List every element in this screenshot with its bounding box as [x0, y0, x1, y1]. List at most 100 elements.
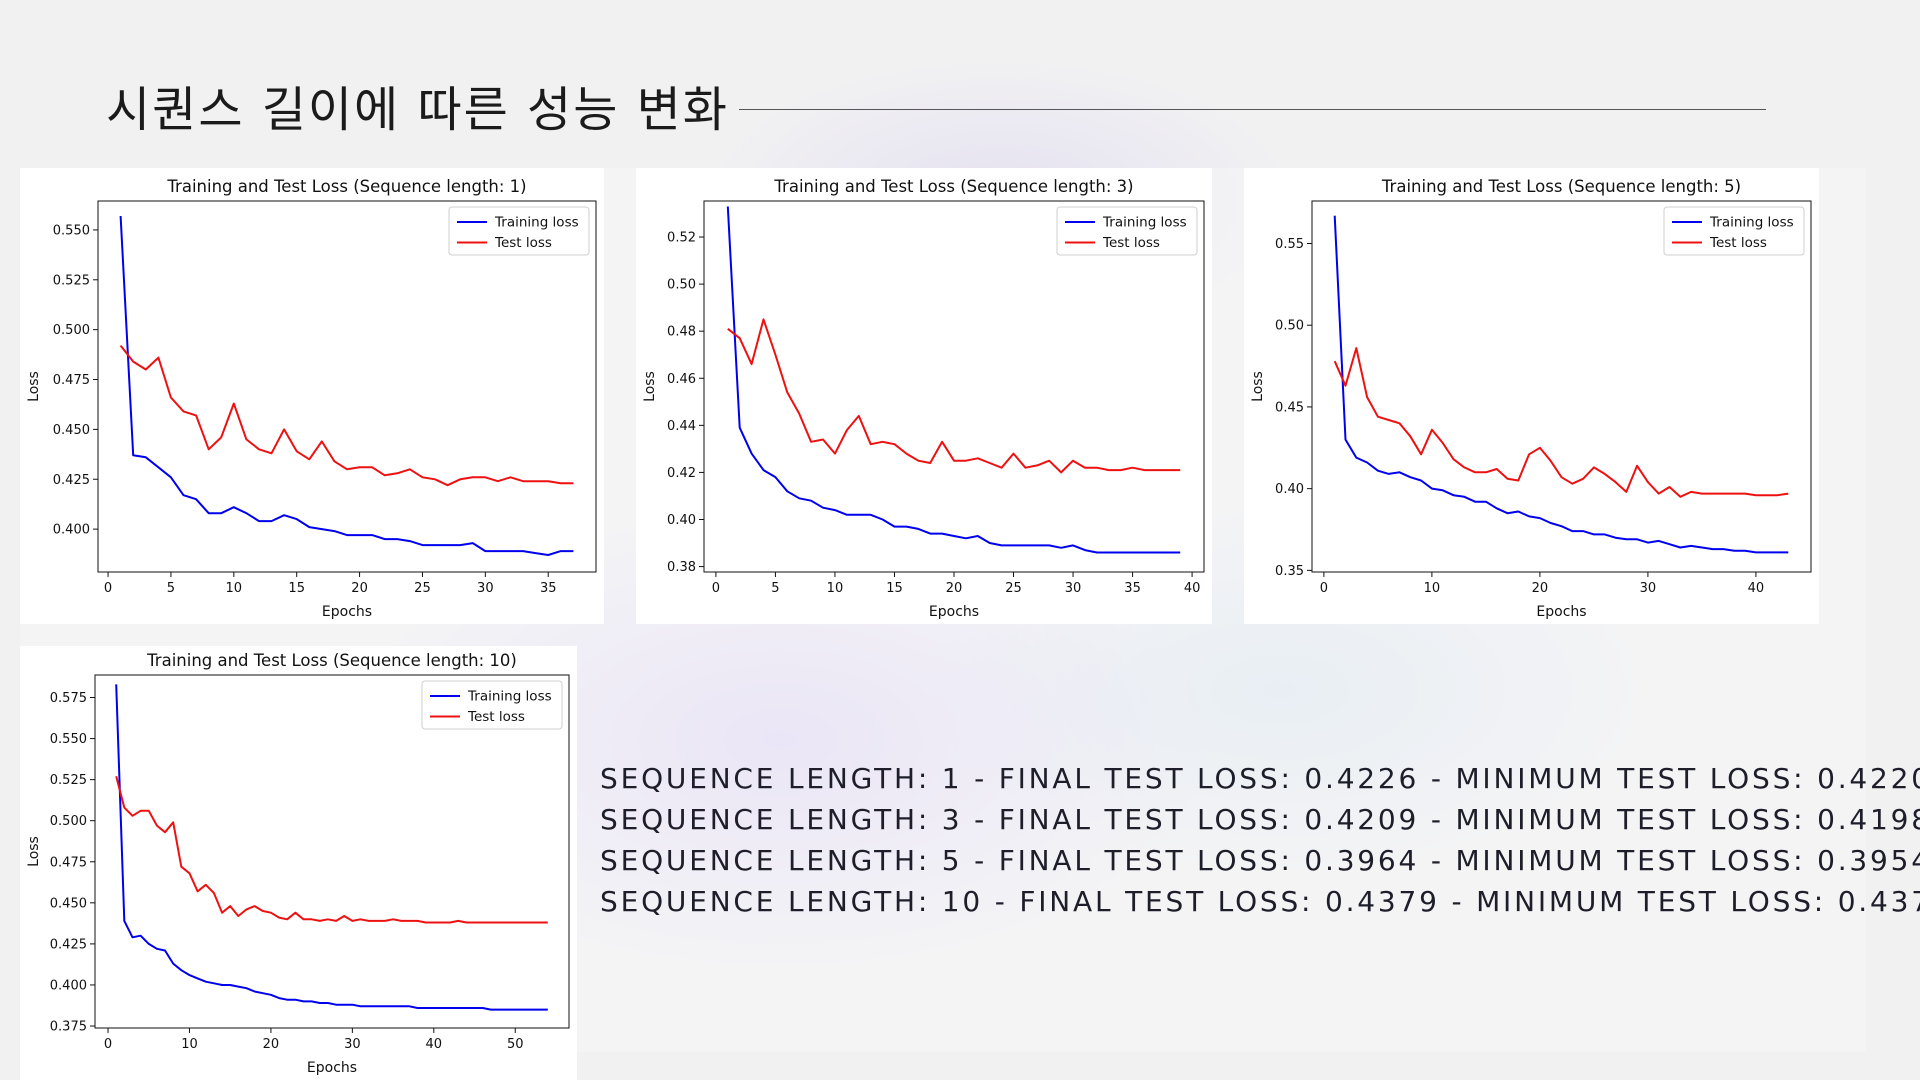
y-tick-label: 0.35	[1275, 564, 1304, 579]
x-axis-label: Epochs	[307, 1060, 357, 1076]
x-tick-label: 5	[771, 581, 779, 596]
y-axis-label: Loss	[26, 371, 42, 402]
stat-line-seq-10: SEQUENCE LENGTH: 10 - FINAL TEST LOSS: 0…	[600, 885, 1920, 918]
y-tick-label: 0.550	[50, 732, 87, 747]
plot-frame	[1311, 200, 1812, 573]
y-tick-label: 0.475	[53, 373, 90, 388]
x-tick-label: 35	[540, 581, 557, 596]
x-tick-label: 20	[946, 581, 963, 596]
stat-line-seq-1: SEQUENCE LENGTH: 1 - FINAL TEST LOSS: 0.…	[600, 762, 1920, 795]
y-tick-label: 0.44	[667, 419, 696, 434]
x-tick-label: 25	[1005, 581, 1022, 596]
x-tick-label: 40	[426, 1037, 443, 1052]
y-tick-label: 0.450	[50, 896, 87, 911]
legend-training-label: Training loss	[494, 215, 579, 231]
y-tick-label: 0.52	[667, 231, 696, 246]
y-tick-label: 0.46	[667, 372, 696, 387]
x-tick-label: 40	[1748, 581, 1765, 596]
y-tick-label: 0.38	[667, 560, 696, 575]
stat-line-seq-3: SEQUENCE LENGTH: 3 - FINAL TEST LOSS: 0.…	[600, 803, 1920, 836]
y-axis-label: Loss	[26, 836, 42, 867]
y-tick-label: 0.400	[50, 978, 87, 993]
chart-title: Training and Test Loss (Sequence length:…	[146, 651, 517, 670]
x-tick-label: 15	[886, 581, 903, 596]
legend-test-label: Test loss	[467, 709, 525, 725]
chart-svg: Training and Test Loss (Sequence length:…	[642, 177, 1205, 620]
plot-frame	[97, 200, 597, 573]
x-tick-label: 5	[167, 581, 175, 596]
page-title: 시퀀스 길이에 따른 성능 변화	[106, 82, 729, 138]
x-tick-label: 25	[414, 581, 431, 596]
legend-training-label: Training loss	[1102, 215, 1187, 231]
y-axis-label: Loss	[642, 371, 658, 402]
y-tick-label: 0.525	[53, 273, 90, 288]
chart-svg: Training and Test Loss (Sequence length:…	[26, 651, 570, 1076]
legend: Training loss Test loss	[1056, 206, 1198, 256]
y-tick-label: 0.48	[667, 325, 696, 340]
x-axis-label: Epochs	[1536, 604, 1586, 620]
y-tick-label: 0.50	[667, 278, 696, 293]
x-tick-label: 20	[351, 581, 368, 596]
x-tick-label: 50	[507, 1037, 524, 1052]
y-tick-label: 0.55	[1275, 237, 1304, 252]
legend: Training loss Test loss	[448, 206, 590, 256]
title-divider	[738, 108, 1766, 110]
x-tick-label: 0	[104, 1037, 112, 1052]
x-tick-label: 10	[226, 581, 243, 596]
x-tick-label: 10	[1424, 581, 1441, 596]
y-tick-label: 0.425	[50, 937, 87, 952]
x-tick-label: 20	[1532, 581, 1549, 596]
x-tick-label: 0	[712, 581, 720, 596]
y-tick-label: 0.525	[50, 773, 87, 788]
x-tick-label: 0	[104, 581, 112, 596]
x-tick-label: 15	[288, 581, 305, 596]
page-header: 시퀀스 길이에 따른 성능 변화	[106, 70, 1766, 140]
y-tick-label: 0.425	[53, 473, 90, 488]
legend-training-label: Training loss	[467, 689, 552, 705]
test-loss-line	[115, 776, 548, 924]
test-loss-line	[727, 318, 1181, 474]
chart-title: Training and Test Loss (Sequence length:…	[773, 177, 1133, 196]
y-tick-label: 0.550	[53, 223, 90, 238]
legend-test-label: Test loss	[494, 235, 552, 251]
chart-title: Training and Test Loss (Sequence length:…	[1381, 177, 1741, 196]
y-tick-label: 0.42	[667, 466, 696, 481]
x-tick-label: 35	[1124, 581, 1141, 596]
test-loss-line	[1333, 347, 1789, 498]
y-tick-label: 0.400	[53, 523, 90, 538]
x-tick-label: 30	[1640, 581, 1657, 596]
legend: Training loss Test loss	[1663, 206, 1805, 256]
stats-summary: SEQUENCE LENGTH: 1 - FINAL TEST LOSS: 0.…	[600, 758, 1920, 922]
y-axis-label: Loss	[1250, 371, 1266, 402]
chart-svg: Training and Test Loss (Sequence length:…	[1250, 177, 1812, 620]
plot-frame	[703, 200, 1205, 573]
x-tick-label: 30	[1065, 581, 1082, 596]
y-tick-label: 0.375	[50, 1020, 87, 1035]
x-tick-label: 0	[1320, 581, 1328, 596]
x-tick-label: 20	[263, 1037, 280, 1052]
y-tick-label: 0.475	[50, 855, 87, 870]
chart-seq-10: Training and Test Loss (Sequence length:…	[20, 646, 577, 1080]
legend-test-label: Test loss	[1709, 235, 1767, 251]
x-tick-label: 40	[1184, 581, 1201, 596]
training-loss-line	[726, 206, 1181, 554]
y-tick-label: 0.575	[50, 691, 87, 706]
chart-seq-3: Training and Test Loss (Sequence length:…	[636, 168, 1212, 624]
chart-svg: Training and Test Loss (Sequence length:…	[26, 177, 597, 620]
y-tick-label: 0.500	[53, 323, 90, 338]
x-tick-label: 10	[181, 1037, 198, 1052]
chart-seq-1: Training and Test Loss (Sequence length:…	[20, 168, 604, 624]
y-tick-label: 0.50	[1275, 319, 1304, 334]
x-tick-label: 30	[344, 1037, 361, 1052]
y-tick-label: 0.45	[1275, 400, 1304, 415]
y-tick-label: 0.40	[1275, 482, 1304, 497]
x-axis-label: Epochs	[322, 604, 372, 620]
y-tick-label: 0.40	[667, 513, 696, 528]
training-loss-line	[1333, 215, 1789, 554]
x-tick-label: 30	[477, 581, 494, 596]
stat-line-seq-5: SEQUENCE LENGTH: 5 - FINAL TEST LOSS: 0.…	[600, 844, 1920, 877]
x-tick-label: 10	[827, 581, 844, 596]
legend: Training loss Test loss	[421, 680, 563, 730]
y-tick-label: 0.450	[53, 423, 90, 438]
legend-training-label: Training loss	[1709, 215, 1794, 231]
